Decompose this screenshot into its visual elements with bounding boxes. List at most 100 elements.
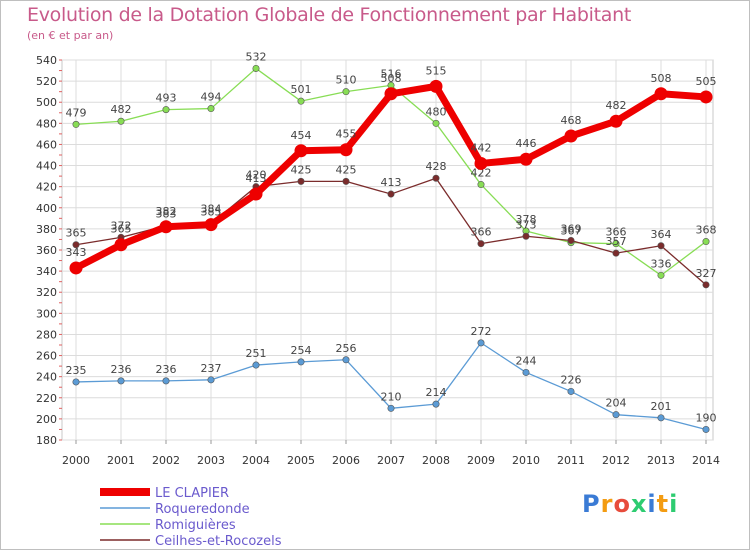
- data-label: 366: [606, 226, 627, 239]
- y-tick-label: 300: [36, 307, 57, 320]
- logo-letter: i: [647, 490, 657, 518]
- y-tick-label: 200: [36, 413, 57, 426]
- data-point: [567, 237, 575, 245]
- data-label: 446: [516, 137, 537, 150]
- y-tick-label: 260: [36, 350, 57, 363]
- data-point: [564, 129, 578, 143]
- data-point: [387, 404, 395, 412]
- data-point: [429, 79, 443, 93]
- data-point: [477, 339, 485, 347]
- data-point: [207, 376, 215, 384]
- data-point: [612, 240, 620, 248]
- legend-entry: Roqueredonde: [155, 502, 250, 517]
- data-point: [162, 106, 170, 114]
- data-point: [72, 241, 80, 249]
- data-point: [342, 88, 350, 96]
- data-label: 204: [606, 397, 627, 410]
- x-tick-label: 2009: [467, 454, 495, 467]
- y-tick-label: 400: [36, 202, 57, 215]
- data-label: 226: [561, 373, 582, 386]
- data-point: [657, 242, 665, 250]
- data-point: [69, 261, 83, 275]
- x-tick-label: 2007: [377, 454, 405, 467]
- data-label: 378: [516, 213, 537, 226]
- data-label: 383: [156, 208, 177, 221]
- legend-entry: LE CLAPIER: [155, 486, 229, 501]
- data-point: [297, 358, 305, 366]
- data-point: [567, 387, 575, 395]
- x-tick-label: 2003: [197, 454, 225, 467]
- data-point: [612, 249, 620, 257]
- data-point: [702, 238, 710, 246]
- data-point: [609, 114, 623, 128]
- data-point: [204, 218, 218, 232]
- y-tick-label: 440: [36, 160, 57, 173]
- data-label: 368: [696, 224, 717, 237]
- x-tick-label: 2012: [602, 454, 630, 467]
- x-tick-label: 2011: [557, 454, 585, 467]
- data-label: 365: [66, 227, 87, 240]
- data-point: [477, 240, 485, 248]
- data-point: [432, 174, 440, 182]
- data-label: 372: [111, 219, 132, 232]
- data-point: [252, 361, 260, 369]
- data-label: 251: [246, 347, 267, 360]
- data-point: [117, 117, 125, 125]
- data-label: 254: [291, 344, 312, 357]
- data-label: 236: [111, 363, 132, 376]
- data-point: [432, 119, 440, 127]
- data-label: 343: [66, 246, 87, 259]
- data-point: [114, 238, 128, 252]
- data-label: 327: [696, 267, 717, 280]
- data-point: [384, 87, 398, 101]
- data-point: [159, 220, 173, 234]
- data-label: 442: [471, 141, 492, 154]
- data-label: 214: [426, 386, 447, 399]
- x-tick-label: 2004: [242, 454, 270, 467]
- x-tick-label: 2010: [512, 454, 540, 467]
- x-tick-label: 2001: [107, 454, 135, 467]
- data-label: 479: [66, 106, 87, 119]
- data-label: 508: [651, 72, 672, 85]
- data-label: 367: [561, 225, 582, 238]
- data-label: 201: [651, 400, 672, 413]
- x-tick-label: 2000: [62, 454, 90, 467]
- data-label: 210: [381, 390, 402, 403]
- data-point: [342, 177, 350, 185]
- y-tick-label: 540: [36, 54, 57, 67]
- data-point: [252, 64, 260, 72]
- chart-subtitle: (en € et par an): [27, 29, 114, 42]
- data-point: [522, 368, 530, 376]
- data-label: 369: [561, 223, 582, 236]
- data-label: 468: [561, 114, 582, 127]
- data-label: 482: [111, 103, 132, 116]
- data-point: [612, 411, 620, 419]
- data-point: [657, 414, 665, 422]
- y-tick-label: 520: [36, 75, 57, 88]
- x-tick-label: 2002: [152, 454, 180, 467]
- data-point: [387, 190, 395, 198]
- data-label: 384: [201, 203, 222, 216]
- data-point: [207, 105, 215, 113]
- data-label: 364: [651, 228, 672, 241]
- data-point: [117, 377, 125, 385]
- y-tick-label: 280: [36, 328, 57, 341]
- data-point: [654, 87, 668, 101]
- logo-letter: r: [600, 490, 614, 518]
- data-point: [432, 400, 440, 408]
- data-label: 235: [66, 364, 87, 377]
- y-tick-label: 460: [36, 138, 57, 151]
- y-tick-label: 340: [36, 265, 57, 278]
- data-label: 493: [156, 92, 177, 105]
- data-point: [297, 177, 305, 185]
- data-label: 455: [336, 128, 357, 141]
- data-label: 256: [336, 342, 357, 355]
- data-label: 508: [381, 72, 402, 85]
- data-point: [702, 281, 710, 289]
- logo-letter: t: [656, 490, 670, 518]
- data-label: 365: [111, 223, 132, 236]
- logo-letter: o: [613, 490, 631, 518]
- data-label: 236: [156, 363, 177, 376]
- logo-letter: P: [582, 490, 601, 518]
- y-tick-label: 480: [36, 117, 57, 130]
